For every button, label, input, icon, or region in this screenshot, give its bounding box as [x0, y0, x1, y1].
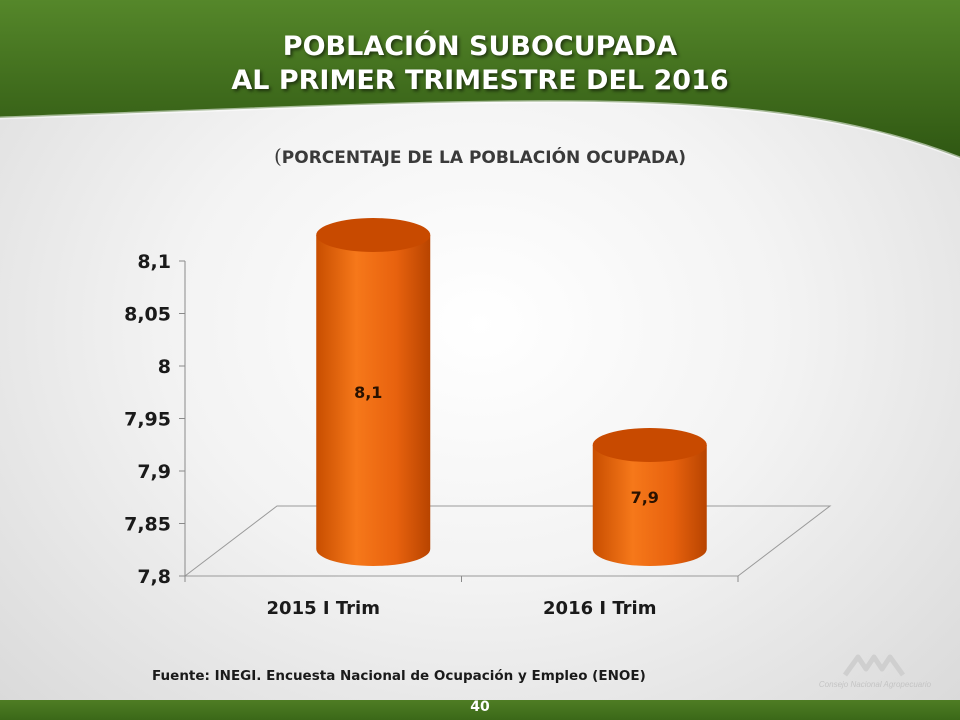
y-tick-label: 8,05: [124, 304, 171, 326]
subtitle-paren: (: [273, 144, 282, 168]
bar-1: [316, 218, 431, 566]
y-tick-label: 7,9: [137, 461, 171, 483]
source-note: Fuente: INEGI. Encuesta Nacional de Ocup…: [152, 668, 646, 684]
title-line-2: AL PRIMER TRIMESTRE DEL 2016: [231, 65, 729, 96]
x-tick-label: 2015 I Trim: [267, 598, 380, 619]
bar-body: [592, 445, 707, 566]
bar-2: [592, 428, 707, 566]
x-tick-label: 2016 I Trim: [543, 598, 656, 619]
y-tick-label: 7,8: [137, 566, 171, 588]
bar-body: [316, 235, 431, 566]
y-tick-label: 7,95: [124, 409, 171, 431]
logo-caption: Consejo Nacional Agropecuario: [818, 680, 932, 689]
subtitle-text: PORCENTAJE DE LA POBLACIÓN OCUPADA): [281, 148, 687, 168]
bar-data-label: 7,9: [631, 488, 659, 507]
page-number: 40: [470, 699, 490, 715]
page-title: POBLACIÓN SUBOCUPADA AL PRIMER TRIMESTRE…: [0, 30, 960, 98]
bar-top: [316, 218, 431, 252]
y-tick-label: 8,1: [137, 251, 171, 273]
footer-bar: [0, 700, 960, 720]
chart-floor: [183, 505, 832, 577]
title-line-1: POBLACIÓN SUBOCUPADA: [282, 31, 678, 62]
y-tick-label: 7,85: [124, 514, 171, 536]
organization-logo-icon: [842, 654, 906, 677]
bar-top: [592, 428, 707, 462]
bar-data-label: 8,1: [354, 383, 382, 402]
y-tick-label: 8: [158, 356, 171, 378]
header-banner: [0, 0, 960, 160]
chart-subtitle: (PORCENTAJE DE LA POBLACIÓN OCUPADA): [0, 144, 960, 168]
